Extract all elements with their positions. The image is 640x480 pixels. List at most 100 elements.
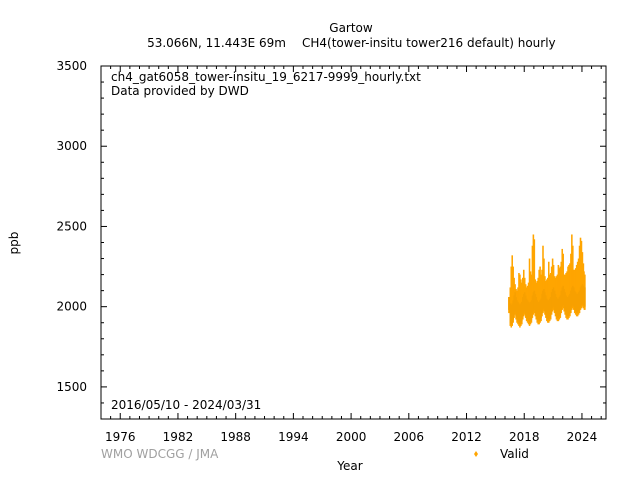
data-point-range — [552, 264, 555, 310]
data-point-core — [516, 300, 518, 320]
data-point-range — [577, 258, 580, 315]
data-point-range — [578, 245, 581, 314]
data-point-core — [568, 295, 570, 315]
x-tick-label: 1976 — [105, 430, 136, 444]
data-point-core — [584, 287, 586, 307]
data-point-core — [518, 303, 520, 323]
data-point-core — [547, 300, 549, 320]
data-point-range — [522, 269, 525, 317]
date-range: 2016/05/10 - 2024/03/31 — [111, 398, 261, 412]
data-point-range — [532, 234, 535, 315]
data-point-core — [533, 290, 536, 310]
data-point-range — [543, 258, 545, 312]
data-point-core — [582, 285, 585, 306]
data-point-core — [572, 285, 574, 306]
data-point-core — [569, 293, 571, 314]
data-point-core — [577, 292, 580, 312]
data-point-core — [519, 305, 521, 325]
data-point-range — [575, 264, 578, 317]
x-tick-label: 1988 — [220, 430, 251, 444]
data-point-core — [526, 300, 529, 320]
data-point-core — [554, 293, 557, 314]
data-point-range — [571, 234, 573, 310]
data-point-core — [559, 295, 562, 315]
data-point-range — [562, 253, 564, 309]
data-point-core — [534, 293, 537, 314]
x-tick-label: 2024 — [567, 430, 598, 444]
data-point-core — [567, 297, 569, 317]
chart-subtitle-parameter: CH4(tower-insitu tower216 default) hourl… — [302, 36, 556, 50]
y-tick-label: 2500 — [56, 219, 87, 233]
data-point-core — [555, 297, 558, 317]
chart-title: Gartow — [329, 21, 373, 35]
data-point-core — [543, 289, 545, 309]
data-point-core — [541, 293, 543, 314]
data-point-core — [551, 289, 554, 309]
data-point-core — [511, 303, 513, 323]
data-points — [508, 234, 586, 328]
data-point-core — [531, 295, 534, 315]
data-point-core — [550, 292, 553, 312]
data-point-range — [537, 277, 539, 325]
data-point-core — [562, 285, 564, 306]
data-point-range — [529, 271, 532, 325]
data-point-range — [519, 274, 521, 328]
data-point-range — [530, 274, 533, 323]
data-point-core — [538, 301, 540, 322]
data-point-range — [560, 261, 563, 314]
data-point-core — [557, 298, 560, 318]
data-point-core — [512, 300, 514, 320]
y-tick-label: 3000 — [56, 139, 87, 153]
data-point-range — [569, 263, 571, 317]
data-point-core — [560, 290, 563, 310]
data-provider: Data provided by DWD — [111, 84, 249, 98]
data-point-range — [511, 255, 513, 326]
chart-subtitle-location: 53.066N, 11.443E 69m — [147, 36, 286, 50]
data-point-range — [576, 261, 579, 317]
y-tick-label: 2000 — [56, 300, 87, 314]
data-point-range — [579, 237, 582, 310]
x-axis: 1976 1982 1988 1994 2000 2006 2012 2018 2024 — [100, 66, 602, 444]
x-tick-label: 2006 — [394, 430, 425, 444]
data-point-core — [510, 305, 513, 325]
data-point-core — [558, 297, 561, 317]
y-tick-label: 3500 — [56, 59, 87, 73]
data-point-range — [558, 268, 561, 320]
data-point-range — [559, 266, 562, 318]
data-point-range — [567, 266, 569, 320]
x-tick-label: 2018 — [509, 430, 540, 444]
data-point-core — [578, 290, 581, 310]
data-point-core — [525, 298, 528, 318]
data-point-core — [540, 298, 542, 318]
data-filename: ch4_gat6058_tower-insitu_19_6217-9999_ho… — [111, 70, 421, 84]
data-point-core — [566, 297, 568, 317]
x-tick-label: 1994 — [278, 430, 309, 444]
data-point-core — [523, 292, 526, 312]
y-axis: 1500 2000 2500 3000 3500 — [56, 59, 606, 420]
data-point-range — [547, 261, 550, 323]
data-point-range — [551, 258, 554, 312]
data-point-core — [565, 295, 567, 315]
data-point-core — [576, 293, 579, 314]
data-point-core — [522, 297, 524, 317]
data-point-core — [581, 284, 584, 304]
plot-frame — [100, 65, 607, 420]
data-point-core — [537, 301, 539, 322]
data-point-core — [571, 287, 573, 307]
data-point-core — [572, 287, 575, 307]
data-point-core — [573, 290, 576, 310]
data-point-core — [508, 297, 511, 310]
data-point-core — [532, 292, 535, 312]
data-point-core — [529, 301, 532, 322]
data-point-core — [561, 287, 564, 307]
data-point-core — [549, 297, 552, 317]
data-point-range — [528, 258, 531, 326]
x-axis-label: Year — [336, 459, 362, 473]
data-point-range — [539, 266, 541, 323]
data-point-range — [531, 245, 534, 318]
data-point-core — [514, 292, 516, 312]
data-point-range — [533, 239, 536, 314]
data-point-core — [513, 295, 515, 315]
data-point-range — [549, 272, 552, 320]
data-point-core — [546, 298, 548, 318]
